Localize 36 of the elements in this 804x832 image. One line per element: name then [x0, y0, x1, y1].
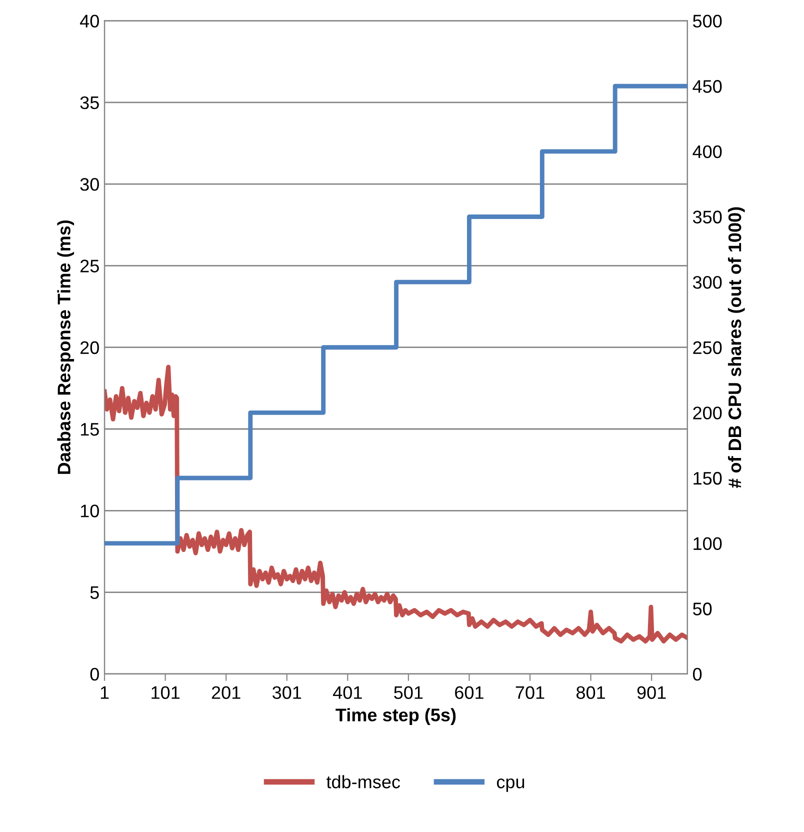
y-tick-label: 20 — [80, 341, 99, 354]
y-tick-label: 25 — [80, 260, 99, 272]
x-tick-label: 601 — [455, 686, 484, 699]
y-tick-label: 15 — [80, 423, 99, 436]
y2-tick-label: 150 — [694, 472, 722, 485]
y-tick-label: 40 — [80, 14, 99, 28]
y-axis-title: Daabase Response Time (ms) — [57, 220, 74, 474]
y2-tick-label: 200 — [693, 406, 722, 420]
y2-tick-label: 100 — [694, 537, 722, 550]
y2-tick-label: 50 — [693, 602, 712, 616]
y-tick-label: 10 — [80, 504, 99, 518]
x-tick-label: 301 — [272, 686, 302, 699]
x-tick-label: 401 — [333, 686, 362, 699]
x-axis-title: Time step (5s) — [336, 708, 456, 725]
y2-tick-label: 350 — [692, 210, 722, 224]
x-tick-label: 501 — [394, 686, 423, 699]
line-series — [104, 364, 688, 644]
y2-tick-label: 300 — [692, 276, 722, 289]
x-tick-label: 701 — [516, 686, 544, 699]
y2-tick-label: 0 — [692, 668, 702, 681]
x-tick-label: 801 — [576, 686, 605, 699]
y2-tick-label: 400 — [692, 145, 722, 158]
y2-axis-title: # of DB CPU shares (out of 1000) — [728, 207, 745, 488]
y-tick-label: 30 — [80, 178, 99, 191]
y-tick-label: 5 — [90, 586, 99, 599]
x-tick-label: 1 — [100, 686, 109, 699]
y2-tick-label: 450 — [692, 80, 722, 93]
legend-label: cpu — [496, 778, 524, 792]
x-tick-label: 101 — [152, 686, 180, 699]
y-tick-label: 0 — [90, 668, 99, 681]
x-tick-label: 201 — [212, 686, 240, 699]
y2-tick-label: 500 — [693, 14, 722, 28]
y2-tick-label: 250 — [693, 341, 722, 354]
y-tick-label: 35 — [80, 96, 99, 110]
x-tick-label: 901 — [637, 686, 666, 699]
legend-label: tdb-msec — [326, 775, 400, 788]
